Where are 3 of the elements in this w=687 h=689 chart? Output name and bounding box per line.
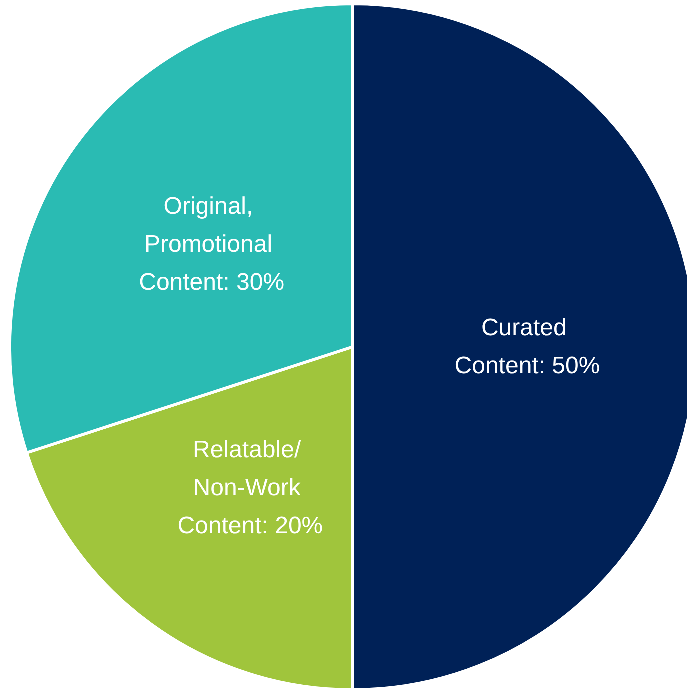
slice-label: Original, Promotional Content: 30% (139, 192, 285, 296)
slice-label: Curated Content: 50% (454, 314, 600, 380)
slice-label: Relatable/ Non-Work Content: 20% (178, 436, 324, 540)
